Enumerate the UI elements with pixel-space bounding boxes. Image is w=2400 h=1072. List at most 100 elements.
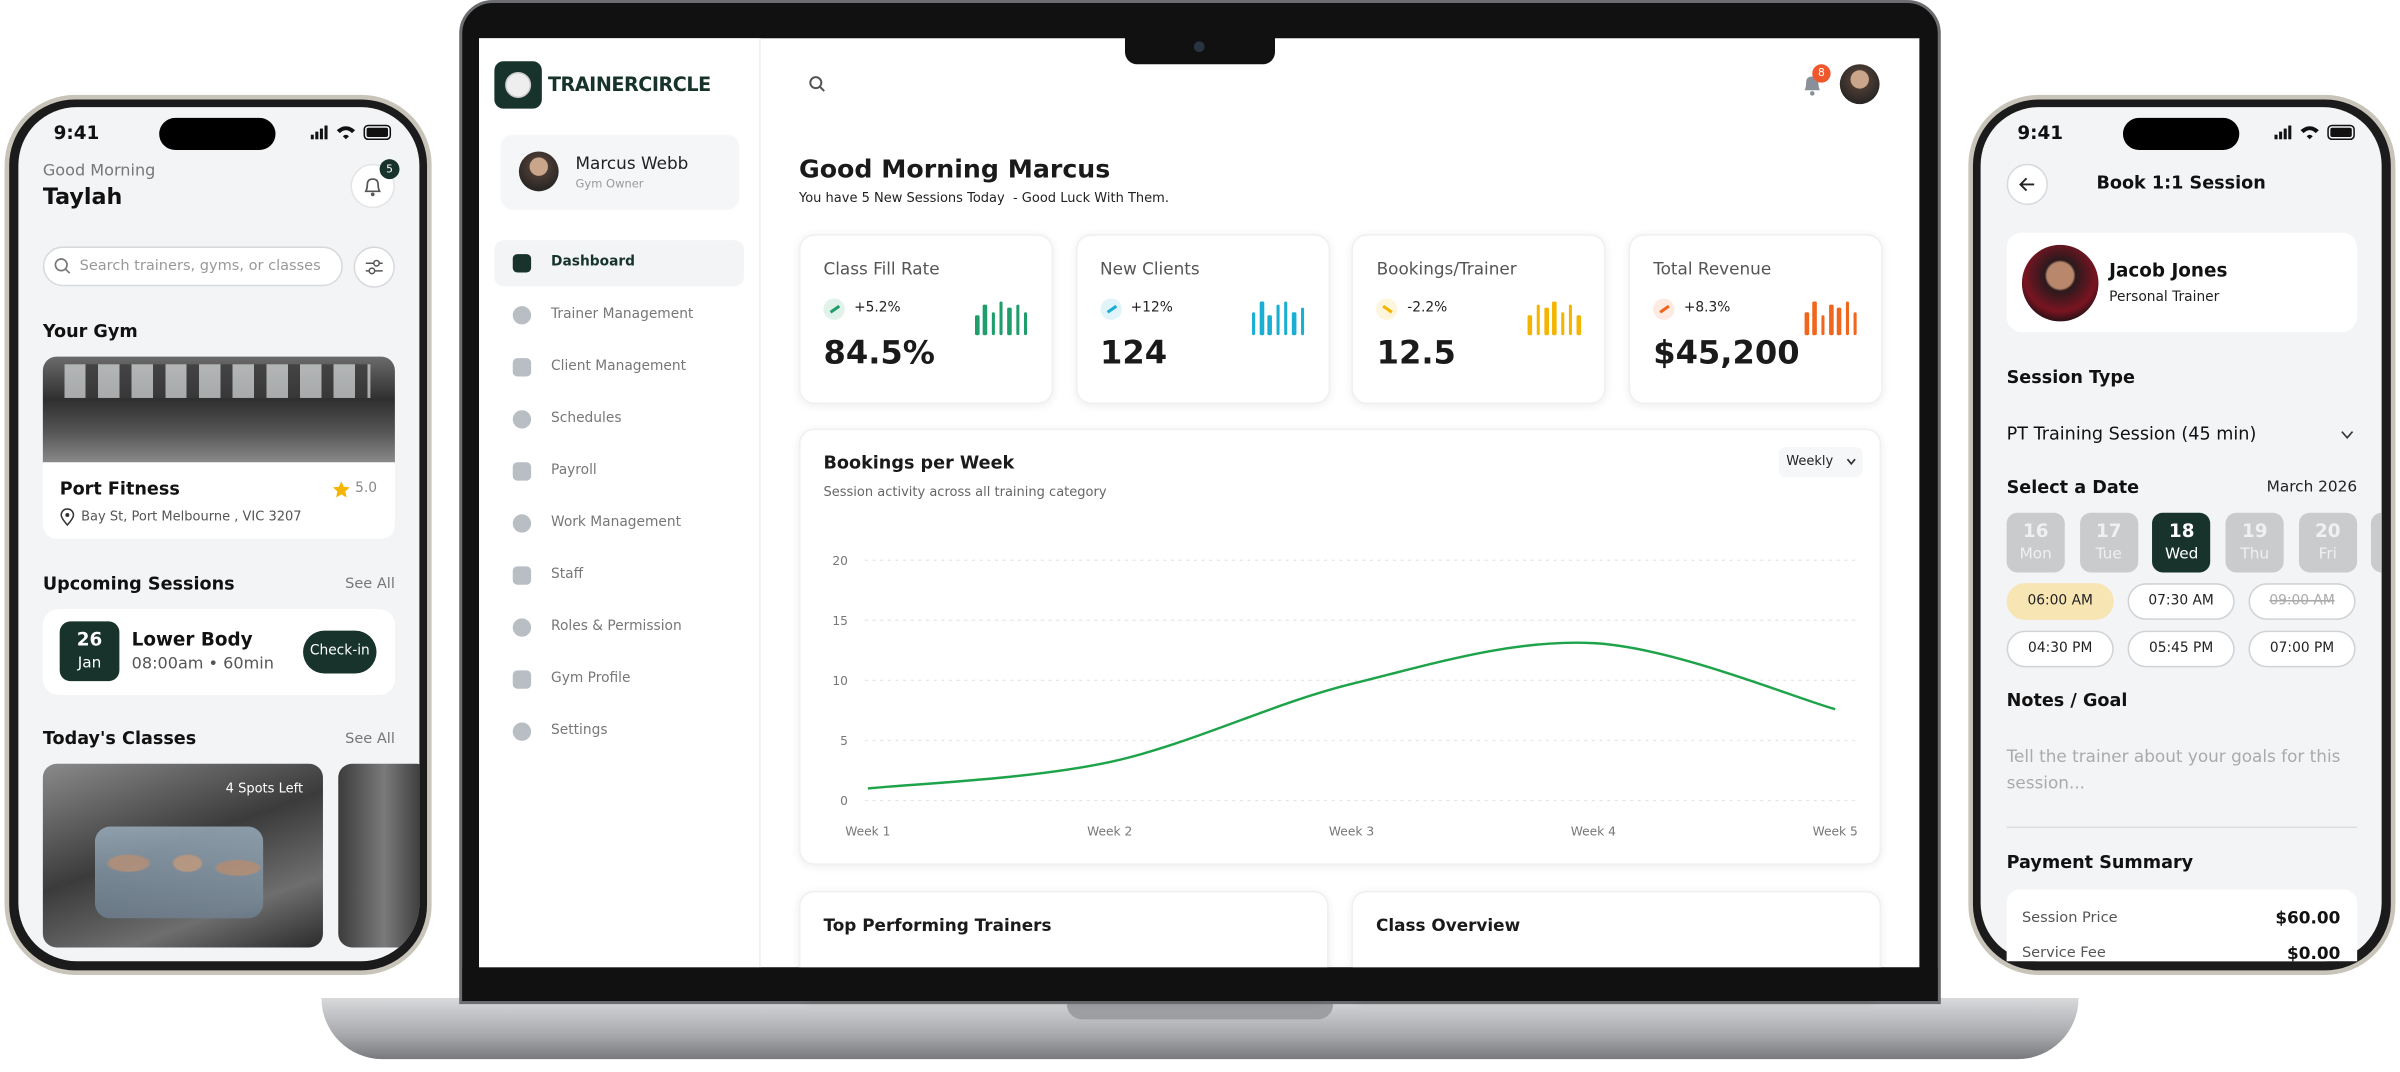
nav-item[interactable]: Trainer Management xyxy=(551,307,694,323)
spark-bar xyxy=(1259,301,1264,336)
x-tick-label: Week 4 xyxy=(1571,825,1616,839)
time-slot[interactable]: 07:00 PM xyxy=(2248,630,2356,668)
stat-value: $45,200 xyxy=(1653,334,1800,372)
spark-bar xyxy=(1007,308,1012,336)
search-icon xyxy=(54,258,71,274)
date-weekday: Thu xyxy=(2240,546,2270,564)
period-chevron xyxy=(1846,458,1856,466)
trainer-name: Jacob Jones xyxy=(2109,259,2228,282)
y-tick-label: 5 xyxy=(840,734,848,748)
nav-item[interactable]: Schedules xyxy=(551,411,622,427)
session-detail: 08:00am • 60min xyxy=(131,654,274,674)
nav-icon xyxy=(512,618,532,637)
filter-button[interactable] xyxy=(353,246,395,288)
spark-bar xyxy=(1576,314,1581,336)
nav-item[interactable]: Gym Profile xyxy=(551,671,631,687)
top-avatar[interactable] xyxy=(1839,64,1880,105)
spark-bar xyxy=(1267,314,1272,336)
nav-item[interactable]: Payroll xyxy=(551,463,597,479)
stat-value: 84.5% xyxy=(823,334,935,372)
search-box[interactable] xyxy=(42,246,343,287)
spark-bar xyxy=(1292,311,1297,336)
chart-subtitle: Session activity across all training cat… xyxy=(823,485,1107,501)
time-slot[interactable]: 05:45 PM xyxy=(2127,630,2235,668)
greeting: Good Morning Marcus xyxy=(798,154,1111,184)
class-photo-people xyxy=(94,826,264,919)
section-title: Top Performing Trainers xyxy=(823,915,1052,936)
island xyxy=(159,117,276,150)
dropdown-chevron xyxy=(2341,431,2354,440)
nav-item[interactable]: Work Management xyxy=(551,515,682,531)
date-weekday: Tue xyxy=(2095,546,2122,564)
spark-bar xyxy=(1568,304,1573,336)
class-photo-2 xyxy=(338,763,420,948)
time-slot[interactable]: 04:30 PM xyxy=(2006,630,2114,668)
x-tick-label: Week 1 xyxy=(845,825,890,839)
nav-item[interactable]: Settings xyxy=(551,723,608,739)
user-name: Marcus Webb xyxy=(575,153,689,174)
camera xyxy=(1193,41,1205,53)
search-icon[interactable] xyxy=(808,75,826,93)
search-placeholder: Search trainers, gyms, or classes xyxy=(79,257,321,275)
nav-icon xyxy=(512,254,532,273)
date-pill[interactable] xyxy=(2079,512,2138,573)
payment-amount: $60.00 xyxy=(2275,908,2341,929)
payment-amount: $0.00 xyxy=(2287,943,2341,964)
date-pill[interactable] xyxy=(2006,512,2065,573)
date-pill-partial xyxy=(2370,512,2382,573)
nav-icon xyxy=(512,722,532,741)
notes-placeholder[interactable]: Tell the trainer about your goals for th… xyxy=(2006,746,2341,793)
user-avatar xyxy=(518,151,559,192)
see-all[interactable]: See All xyxy=(345,730,395,748)
chart-title: Bookings per Week xyxy=(823,451,1015,474)
brand: TRAINERCIRCLE xyxy=(547,72,711,96)
bell-badge-count: 5 xyxy=(386,162,393,175)
spark-bar xyxy=(1251,311,1256,336)
month: March 2026 xyxy=(2266,479,2358,496)
bell-button[interactable] xyxy=(350,163,395,209)
nav-item[interactable]: Staff xyxy=(551,567,584,583)
stat-label: New Clients xyxy=(1100,259,1200,280)
nav-icon xyxy=(512,462,532,481)
date-pill[interactable] xyxy=(2298,512,2357,573)
period-dropdown[interactable] xyxy=(1778,446,1863,478)
date-day: 16 xyxy=(2022,520,2049,542)
nav-item[interactable]: Dashboard xyxy=(551,255,636,271)
stat-change: -2.2% xyxy=(1407,300,1448,317)
date-pill[interactable] xyxy=(2152,512,2211,573)
chart-card xyxy=(798,428,1882,865)
gym-card-body[interactable] xyxy=(42,462,395,539)
see-all[interactable]: See All xyxy=(345,575,395,593)
gym-photo-windows xyxy=(64,364,371,398)
spark-bar xyxy=(1023,311,1028,336)
payment-label: Service Fee xyxy=(2021,944,2106,962)
spark-bar xyxy=(1812,301,1817,336)
stat-card xyxy=(1075,234,1330,405)
island xyxy=(2122,117,2240,150)
divider xyxy=(2006,826,2358,829)
time-slot[interactable]: 06:00 AM xyxy=(2006,583,2114,620)
check-in-button[interactable] xyxy=(303,630,377,674)
nav-icon xyxy=(512,514,532,533)
x-tick-label: Week 3 xyxy=(1329,825,1374,839)
stat-label: Class Fill Rate xyxy=(823,259,940,280)
nav-item[interactable]: Roles & Permission xyxy=(551,619,682,635)
trainer-avatar xyxy=(2021,244,2099,322)
date-weekday: Mon xyxy=(2019,546,2052,564)
stat-value: 12.5 xyxy=(1376,334,1456,372)
spark-bar xyxy=(1837,308,1842,336)
stat-label: Total Revenue xyxy=(1653,259,1772,280)
session-type[interactable]: PT Training Session (45 min) xyxy=(2006,422,2257,445)
date-day: 17 xyxy=(2095,520,2122,542)
section-heading: Session Type xyxy=(2006,365,2135,388)
date-pill[interactable] xyxy=(2225,512,2284,573)
gym-name: Port Fitness xyxy=(59,477,180,500)
line-series xyxy=(867,641,1836,790)
spark-bar xyxy=(1804,311,1809,336)
session-date-box xyxy=(59,621,120,682)
time-slot[interactable]: 07:30 AM xyxy=(2127,583,2235,620)
nav-item[interactable]: Client Management xyxy=(551,359,687,375)
section-heading: Payment Summary xyxy=(2006,851,2194,873)
